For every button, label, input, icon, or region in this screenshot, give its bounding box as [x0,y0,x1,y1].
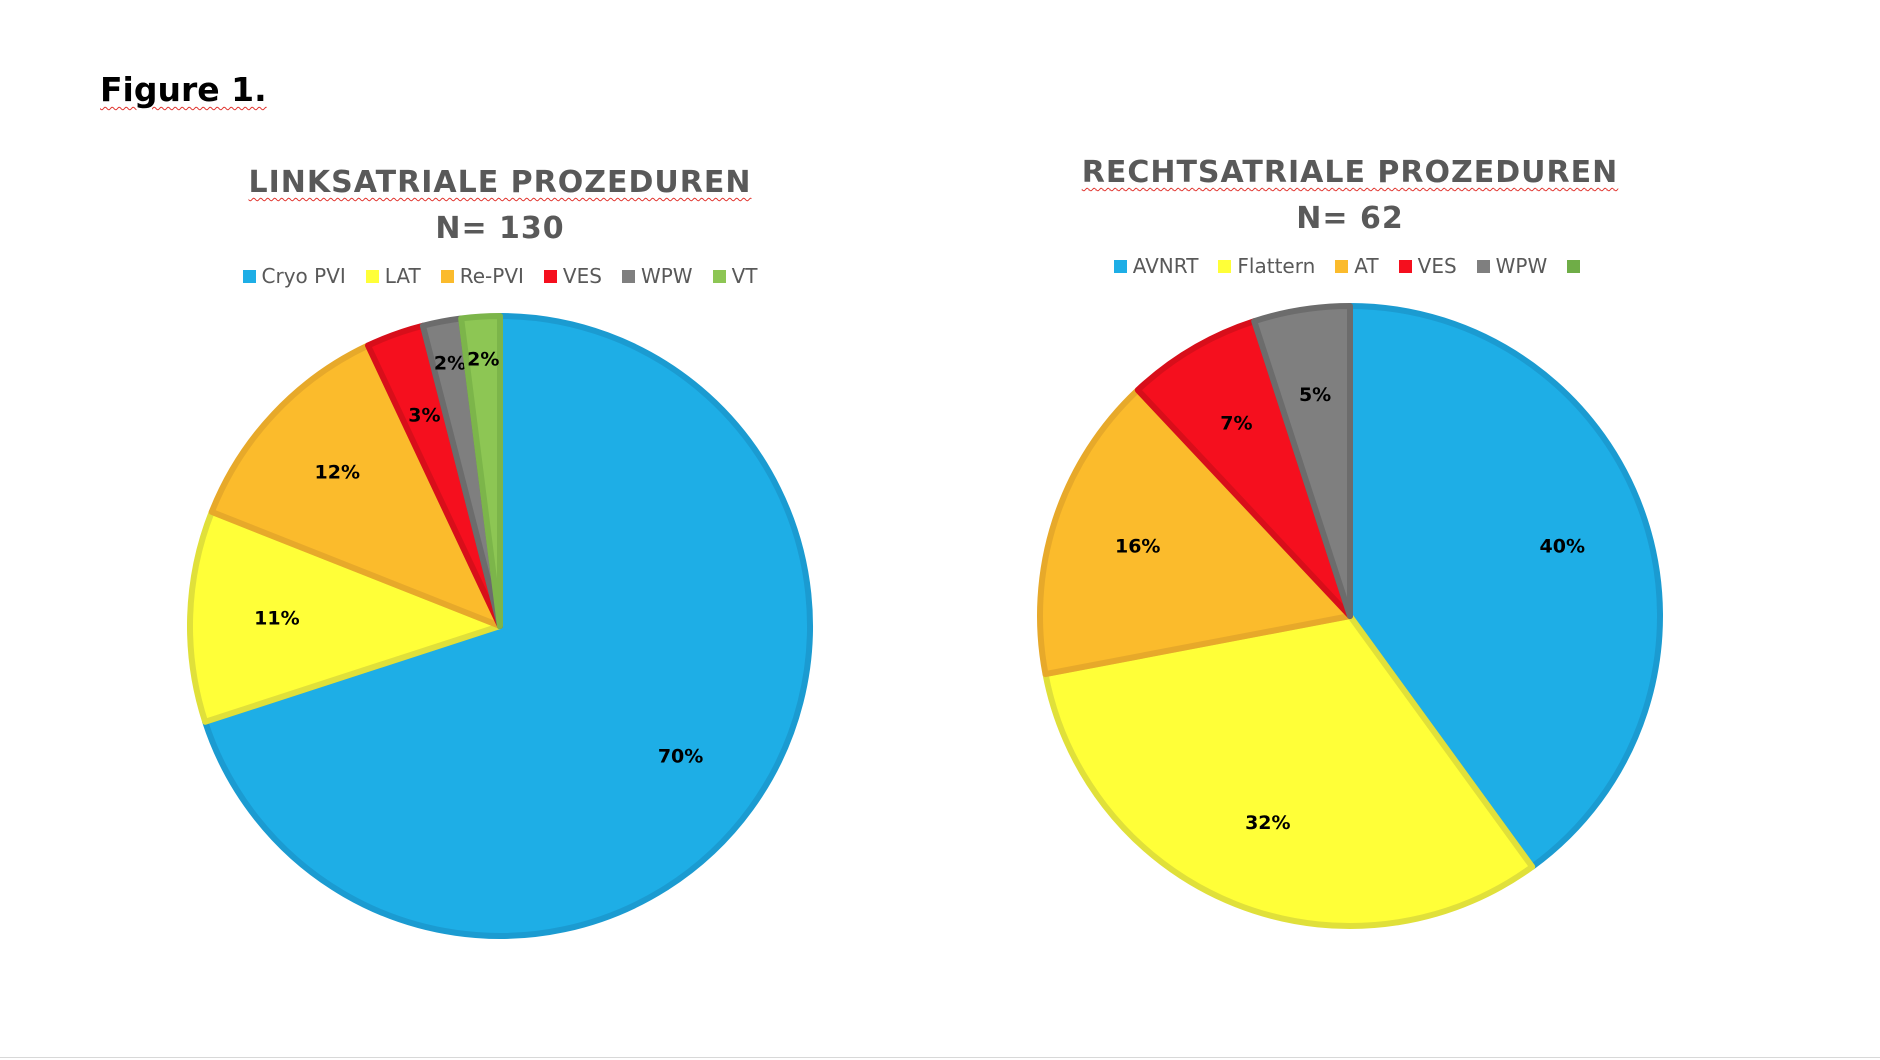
pie-slice [187,508,503,725]
legend-item: AVNRT [1113,254,1199,278]
legend-item: WPW [621,264,693,288]
figure-label-text: Figure 1. [100,70,267,109]
chart-title-text: LINKSATRIALE PROZEDUREN [248,165,752,200]
legend-swatch [242,269,256,283]
slice-data-label: 2% [434,353,466,375]
chart-title: RECHTSATRIALE PROZEDUREN N= 62 [950,150,1750,242]
slice-data-label: 3% [408,404,440,426]
legend-label: VES [1417,254,1457,278]
legend-item: VES [1398,254,1457,278]
slice-data-label: 2% [467,348,499,370]
legend-label: Flattern [1237,254,1316,278]
pie-slice [208,342,503,629]
slice-data-label: 12% [315,462,360,484]
legend-swatch [543,269,557,283]
legend-swatch [621,269,635,283]
slice-data-label: 16% [1115,536,1160,558]
legend-swatch [440,269,454,283]
legend-label: VES [562,264,602,288]
legend-label: WPW [640,264,693,288]
legend-item: Re-PVI [440,264,524,288]
legend-item: Cryo PVI [242,264,346,288]
bottom-divider [0,1057,1880,1058]
legend-swatch [1398,259,1412,273]
slice-data-label: 7% [1220,412,1252,434]
slice-data-label: 11% [254,607,299,629]
legend-item: VT [712,264,758,288]
legend-label: VT [731,264,758,288]
legend-label: AVNRT [1132,254,1199,278]
pie-slice [1251,303,1353,619]
pie-svg: 70% 11% 12% 3% 2% 2% [187,313,813,939]
pie-chart-linksatriale: LINKSATRIALE PROZEDUREN N= 130 Cryo PVI L… [100,160,900,1000]
legend-item: AT [1335,254,1379,278]
legend-swatch [1476,259,1490,273]
pie-slice [202,313,813,939]
legend-item [1567,259,1586,273]
chart-legend: Cryo PVI LAT Re-PVI VES WPW VT [100,264,900,288]
legend-label: WPW [1495,254,1548,278]
legend-swatch [1335,259,1349,273]
legend-swatch [1113,259,1127,273]
slice-data-label: 40% [1540,536,1585,558]
legend-label: LAT [384,264,421,288]
slice-data-label: 5% [1299,384,1331,406]
legend-item: VES [543,264,602,288]
figure-label: Figure 1. [100,70,267,109]
chart-title: LINKSATRIALE PROZEDUREN N= 130 [100,160,900,252]
legend-label: Re-PVI [459,264,524,288]
slice-data-label: 32% [1245,812,1290,834]
chart-legend: AVNRT Flattern AT VES WPW [950,254,1750,278]
legend-swatch [712,269,726,283]
pie-slice [458,313,503,629]
pie-slice [1042,613,1536,929]
pie-svg: 40% 32% 16% 7% 5% [1037,303,1663,929]
pie-slice [1134,318,1353,619]
legend-label: AT [1354,254,1379,278]
legend-swatch [365,269,379,283]
legend-swatch [1567,259,1581,273]
legend-swatch [1218,259,1232,273]
chart-subtitle-text: N= 130 [435,211,565,246]
pie-slice [1347,303,1663,870]
legend-label: Cryo PVI [261,264,346,288]
chart-title-text: RECHTSATRIALE PROZEDUREN [1081,155,1619,190]
pie-slice [1037,387,1353,678]
slice-data-label: 70% [658,746,703,768]
chart-subtitle-text: N= 62 [1296,201,1404,236]
legend-item: LAT [365,264,421,288]
legend-item: WPW [1476,254,1548,278]
legend-item: Flattern [1218,254,1315,278]
pie-chart-rechtsatriale: RECHTSATRIALE PROZEDUREN N= 62 AVNRT Flat… [950,150,1750,990]
